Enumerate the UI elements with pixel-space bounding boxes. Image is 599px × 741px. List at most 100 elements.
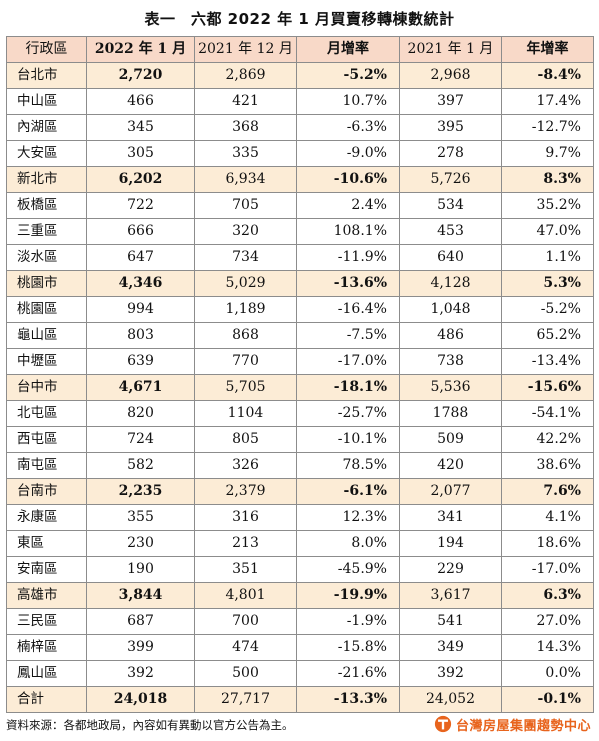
value-2021-01-cell: 397 (399, 88, 502, 115)
value-2021-01-cell: 5,536 (399, 374, 502, 401)
district-row: 桃園區 994 1,189 -16.4% 1,048 -5.2% (6, 296, 594, 323)
value-2021-01-cell: 4,128 (399, 270, 502, 297)
value-2021-01-cell: 24,052 (399, 686, 502, 713)
value-2022-01-cell: 666 (86, 218, 195, 245)
value-2021-01-cell: 1788 (399, 400, 502, 427)
district-name-cell: 南屯區 (6, 452, 87, 479)
value-2021-12-cell: 421 (194, 88, 297, 115)
value-2021-12-cell: 770 (194, 348, 297, 375)
yoy-rate-cell: 8.3% (501, 166, 594, 193)
value-2022-01-cell: 994 (86, 296, 195, 323)
district-name-cell: 高雄市 (6, 582, 87, 609)
value-2022-01-cell: 803 (86, 322, 195, 349)
header-district: 行政區 (6, 36, 87, 63)
mom-rate-cell: -10.6% (296, 166, 400, 193)
district-name-cell: 三民區 (6, 608, 87, 635)
district-name-cell: 淡水區 (6, 244, 87, 271)
mom-rate-cell: -15.8% (296, 634, 400, 661)
yoy-rate-cell: 5.3% (501, 270, 594, 297)
value-2021-01-cell: 534 (399, 192, 502, 219)
yoy-rate-cell: -15.6% (501, 374, 594, 401)
value-2021-12-cell: 2,869 (194, 62, 297, 89)
value-2022-01-cell: 4,671 (86, 374, 195, 401)
value-2021-12-cell: 705 (194, 192, 297, 219)
district-row: 龜山區 803 868 -7.5% 486 65.2% (6, 322, 594, 349)
value-2022-01-cell: 24,018 (86, 686, 195, 713)
value-2021-01-cell: 5,726 (399, 166, 502, 193)
mom-rate-cell: -10.1% (296, 426, 400, 453)
value-2022-01-cell: 355 (86, 504, 195, 531)
district-row: 楠梓區 399 474 -15.8% 349 14.3% (6, 634, 594, 661)
value-2022-01-cell: 305 (86, 140, 195, 167)
yoy-rate-cell: 47.0% (501, 218, 594, 245)
yoy-rate-cell: 17.4% (501, 88, 594, 115)
district-row: 淡水區 647 734 -11.9% 640 1.1% (6, 244, 594, 271)
mom-rate-cell: -19.9% (296, 582, 400, 609)
district-name-cell: 大安區 (6, 140, 87, 167)
value-2022-01-cell: 724 (86, 426, 195, 453)
value-2021-01-cell: 738 (399, 348, 502, 375)
brand-logo: 台灣房屋集團趨勢中心 (434, 714, 591, 734)
value-2022-01-cell: 345 (86, 114, 195, 141)
district-name-cell: 台北市 (6, 62, 87, 89)
value-2021-12-cell: 213 (194, 530, 297, 557)
value-2022-01-cell: 722 (86, 192, 195, 219)
value-2021-12-cell: 868 (194, 322, 297, 349)
value-2021-12-cell: 320 (194, 218, 297, 245)
mom-rate-cell: -9.0% (296, 140, 400, 167)
city-row: 台北市 2,720 2,869 -5.2% 2,968 -8.4% (6, 62, 594, 89)
value-2021-01-cell: 2,968 (399, 62, 502, 89)
table-title: 表一 六都 2022 年 1 月買賣移轉棟數統計 (144, 10, 455, 28)
brand-name: 台灣房屋集團趨勢中心 (455, 718, 591, 734)
header-2021-01: 2021 年 1 月 (399, 36, 502, 63)
mom-rate-cell: -11.9% (296, 244, 400, 271)
yoy-rate-cell: -17.0% (501, 556, 594, 583)
value-2021-01-cell: 541 (399, 608, 502, 635)
mom-rate-cell: 10.7% (296, 88, 400, 115)
value-2021-12-cell: 805 (194, 426, 297, 453)
district-name-cell: 東區 (6, 530, 87, 557)
yoy-rate-cell: -5.2% (501, 296, 594, 323)
value-2021-12-cell: 335 (194, 140, 297, 167)
mom-rate-cell: -16.4% (296, 296, 400, 323)
district-name-cell: 板橋區 (6, 192, 87, 219)
value-2021-01-cell: 486 (399, 322, 502, 349)
district-name-cell: 中壢區 (6, 348, 87, 375)
district-row: 鳳山區 392 500 -21.6% 392 0.0% (6, 660, 594, 687)
value-2021-12-cell: 6,934 (194, 166, 297, 193)
district-name-cell: 楠梓區 (6, 634, 87, 661)
mom-rate-cell: -1.9% (296, 608, 400, 635)
header-2022-01: 2022 年 1 月 (86, 36, 195, 63)
value-2021-01-cell: 392 (399, 660, 502, 687)
district-row: 板橋區 722 705 2.4% 534 35.2% (6, 192, 594, 219)
mom-rate-cell: -13.6% (296, 270, 400, 297)
yoy-rate-cell: 18.6% (501, 530, 594, 557)
district-name-cell: 內湖區 (6, 114, 87, 141)
header-yoy: 年增率 (501, 36, 594, 63)
value-2021-01-cell: 640 (399, 244, 502, 271)
district-name-cell: 鳳山區 (6, 660, 87, 687)
district-name-cell: 中山區 (6, 88, 87, 115)
value-2022-01-cell: 4,346 (86, 270, 195, 297)
yoy-rate-cell: 9.7% (501, 140, 594, 167)
yoy-rate-cell: 6.3% (501, 582, 594, 609)
district-row: 永康區 355 316 12.3% 341 4.1% (6, 504, 594, 531)
mom-rate-cell: -13.3% (296, 686, 400, 713)
district-row: 三民區 687 700 -1.9% 541 27.0% (6, 608, 594, 635)
yoy-rate-cell: 7.6% (501, 478, 594, 505)
mom-rate-cell: -6.3% (296, 114, 400, 141)
yoy-rate-cell: 38.6% (501, 452, 594, 479)
mom-rate-cell: -17.0% (296, 348, 400, 375)
value-2022-01-cell: 2,235 (86, 478, 195, 505)
source-note: 資料來源：各都地政局，內容如有異動以官方公告為主。 (6, 718, 294, 732)
yoy-rate-cell: 42.2% (501, 426, 594, 453)
value-2022-01-cell: 820 (86, 400, 195, 427)
taiwan-realty-logo-icon (434, 715, 452, 733)
value-2021-01-cell: 509 (399, 426, 502, 453)
value-2022-01-cell: 392 (86, 660, 195, 687)
mom-rate-cell: 108.1% (296, 218, 400, 245)
city-row: 桃園市 4,346 5,029 -13.6% 4,128 5.3% (6, 270, 594, 297)
value-2021-12-cell: 2,379 (194, 478, 297, 505)
transaction-table: 行政區 2022 年 1 月 2021 年 12 月 月增率 2021 年 1 … (6, 36, 594, 713)
value-2021-01-cell: 3,617 (399, 582, 502, 609)
